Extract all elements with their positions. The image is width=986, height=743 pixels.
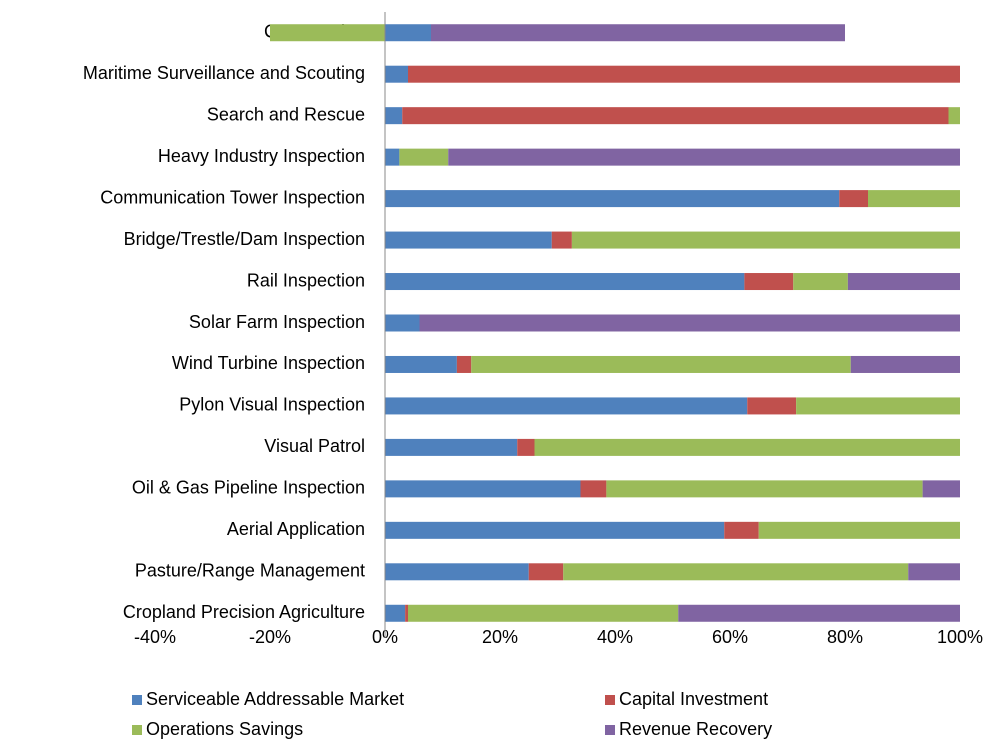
category-label: Communication Tower Inspection xyxy=(100,187,365,207)
legend-swatch xyxy=(605,725,615,735)
bar-segment xyxy=(517,438,535,456)
bar-segment xyxy=(847,273,960,291)
legend-label: Serviceable Addressable Market xyxy=(146,689,404,709)
bar-segment xyxy=(839,190,868,208)
bar-segment xyxy=(456,355,472,373)
bar-segment xyxy=(724,521,759,539)
bar-segment xyxy=(528,563,564,581)
bar-segment xyxy=(580,480,607,498)
bar-segment xyxy=(448,148,960,166)
bar-segment xyxy=(744,273,794,291)
bar-segment xyxy=(408,65,960,83)
bar-segment xyxy=(922,480,960,498)
category-label: Oil & Gas Pipeline Inspection xyxy=(132,478,365,498)
legend-swatch xyxy=(132,725,142,735)
bar-segment xyxy=(408,604,679,622)
x-tick-label: -40% xyxy=(134,627,176,647)
category-label: Maritime Surveillance and Scouting xyxy=(83,63,365,83)
legend-label: Revenue Recovery xyxy=(619,719,772,739)
bar-segment xyxy=(385,355,457,373)
bar-segment xyxy=(385,190,840,208)
category-label: Cropland Precision Agriculture xyxy=(123,602,365,622)
bar-segment xyxy=(385,314,420,332)
bar-segment xyxy=(385,563,529,581)
bar-segment xyxy=(385,273,745,291)
category-label: Pylon Visual Inspection xyxy=(179,395,365,415)
bar-segment xyxy=(908,563,960,581)
legend-label: Capital Investment xyxy=(619,689,768,709)
bar-segment xyxy=(948,107,960,125)
bar-segment xyxy=(796,397,960,415)
bar-segment xyxy=(419,314,960,332)
bar-segment xyxy=(758,521,960,539)
x-tick-label: 40% xyxy=(597,627,633,647)
category-label: Aerial Application xyxy=(227,519,365,539)
bar-segment xyxy=(385,397,748,415)
bar-segment xyxy=(850,355,960,373)
category-label: Wind Turbine Inspection xyxy=(172,353,365,373)
bar-segment xyxy=(385,438,518,456)
bar-segment xyxy=(606,480,923,498)
bar-segment xyxy=(793,273,848,291)
bar-segment xyxy=(678,604,960,622)
bar-segment xyxy=(399,148,449,166)
legend-swatch xyxy=(605,695,615,705)
bar-segment xyxy=(385,148,400,166)
bar-segment xyxy=(747,397,797,415)
category-label: Bridge/Trestle/Dam Inspection xyxy=(124,229,365,249)
bar-segment xyxy=(385,107,403,125)
x-tick-label: 60% xyxy=(712,627,748,647)
bar-segment xyxy=(385,231,552,249)
bar-segment xyxy=(471,355,851,373)
bar-segment xyxy=(868,190,960,208)
bar-segment xyxy=(270,24,385,42)
category-label: Search and Rescue xyxy=(207,104,365,124)
category-label: Heavy Industry Inspection xyxy=(158,146,365,166)
bar-segment xyxy=(551,231,572,249)
x-tick-label: 100% xyxy=(937,627,983,647)
bar-segment xyxy=(563,563,909,581)
bar-segment xyxy=(385,24,431,42)
bar-segment xyxy=(431,24,845,42)
category-label: Pasture/Range Management xyxy=(135,561,365,581)
x-tick-label: 20% xyxy=(482,627,518,647)
bar-segment xyxy=(571,231,960,249)
bar-segment xyxy=(385,604,406,622)
category-label: Visual Patrol xyxy=(264,436,365,456)
x-tick-label: -20% xyxy=(249,627,291,647)
legend-label: Operations Savings xyxy=(146,719,303,739)
legend-swatch xyxy=(132,695,142,705)
bar-segment xyxy=(385,480,581,498)
category-label: Rail Inspection xyxy=(247,270,365,290)
bar-segment xyxy=(385,521,725,539)
bar-segment xyxy=(385,65,408,83)
bar-segment xyxy=(534,438,960,456)
category-label: Solar Farm Inspection xyxy=(189,312,365,332)
x-tick-label: 80% xyxy=(827,627,863,647)
bar-segment xyxy=(405,604,408,622)
bar-segment xyxy=(402,107,949,125)
